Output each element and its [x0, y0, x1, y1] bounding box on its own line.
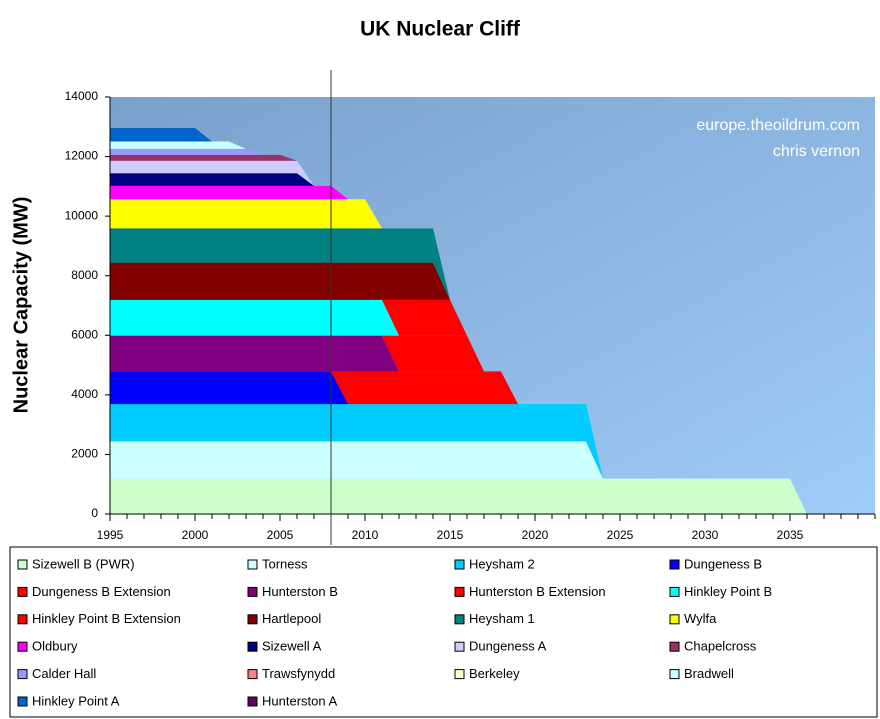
legend-label: Torness: [262, 556, 308, 571]
legend-label: Sizewell A: [262, 639, 322, 654]
legend-label: Dungeness B: [684, 556, 762, 571]
legend-label: Bradwell: [684, 666, 734, 681]
y-tick-label: 4000: [71, 387, 98, 401]
legend-label: Trawsfynydd: [262, 666, 335, 681]
legend-swatch: [669, 614, 680, 625]
area: [110, 371, 807, 514]
x-tick-label: 2020: [522, 528, 549, 542]
legend-swatch: [454, 614, 465, 625]
legend-label: Dungeness A: [469, 639, 547, 654]
legend-swatch: [669, 669, 680, 680]
area: [110, 441, 807, 514]
y-tick-label: 6000: [71, 327, 98, 341]
legend-label: Hartlepool: [262, 611, 321, 626]
annotation: chris vernon: [773, 143, 860, 160]
legend-swatch: [247, 669, 258, 680]
y-tick-label: 0: [91, 506, 98, 520]
x-tick-label: 1995: [97, 528, 124, 542]
x-tick-label: 2010: [352, 528, 379, 542]
legend-swatch: [669, 559, 680, 570]
area: [110, 335, 807, 514]
legend-swatch: [247, 641, 258, 652]
legend-swatch: [669, 641, 680, 652]
annotation: europe.theoildrum.com: [696, 117, 860, 134]
legend-swatch: [17, 641, 28, 652]
legend-swatch: [454, 669, 465, 680]
legend-label: Hunterston A: [262, 693, 337, 708]
y-tick-label: 10000: [65, 208, 99, 222]
legend-swatch: [17, 696, 28, 707]
legend-swatch: [669, 586, 680, 597]
y-tick-label: 14000: [65, 89, 99, 103]
legend-label: Berkeley: [469, 666, 520, 681]
legend-swatch: [454, 559, 465, 570]
legend-swatch: [247, 696, 258, 707]
legend-label: Dungeness B Extension: [32, 584, 171, 599]
legend-swatch: [17, 559, 28, 570]
x-tick-label: 2025: [607, 528, 634, 542]
legend-label: Chapelcross: [684, 639, 757, 654]
legend-label: Hunterston B: [262, 584, 338, 599]
area: [110, 228, 807, 515]
legend-swatch: [17, 614, 28, 625]
legend-swatch: [247, 614, 258, 625]
legend-swatch: [17, 669, 28, 680]
legend-swatch: [454, 586, 465, 597]
legend-label: Oldbury: [32, 639, 78, 654]
legend-label: Wylfa: [684, 611, 717, 626]
x-tick-label: 2005: [267, 528, 294, 542]
area: [110, 478, 807, 514]
x-tick-label: 2000: [182, 528, 209, 542]
legend-swatch: [247, 586, 258, 597]
x-tick-label: 2035: [777, 528, 804, 542]
legend-label: Hinkley Point B Extension: [32, 611, 181, 626]
legend-swatch: [17, 586, 28, 597]
y-tick-label: 12000: [65, 149, 99, 163]
y-axis-label: Nuclear Capacity (MW): [10, 197, 32, 414]
area: [110, 335, 807, 514]
area: [110, 404, 807, 514]
x-tick-label: 2015: [437, 528, 464, 542]
y-tick-label: 8000: [71, 268, 98, 282]
area: [110, 371, 807, 514]
legend: [9, 546, 878, 718]
legend-swatch: [454, 641, 465, 652]
legend-label: Heysham 2: [469, 556, 535, 571]
legend-label: Hinkley Point B: [684, 584, 772, 599]
area: [110, 299, 807, 514]
legend-label: Calder Hall: [32, 666, 96, 681]
chart-title: UK Nuclear Cliff: [360, 18, 521, 41]
legend-label: Sizewell B (PWR): [32, 556, 135, 571]
legend-label: Hunterston B Extension: [469, 584, 606, 599]
x-tick-label: 2030: [692, 528, 719, 542]
legend-swatch: [247, 559, 258, 570]
legend-label: Hinkley Point A: [32, 693, 120, 708]
area: [110, 262, 807, 514]
y-tick-label: 2000: [71, 447, 98, 461]
legend-label: Heysham 1: [469, 611, 535, 626]
